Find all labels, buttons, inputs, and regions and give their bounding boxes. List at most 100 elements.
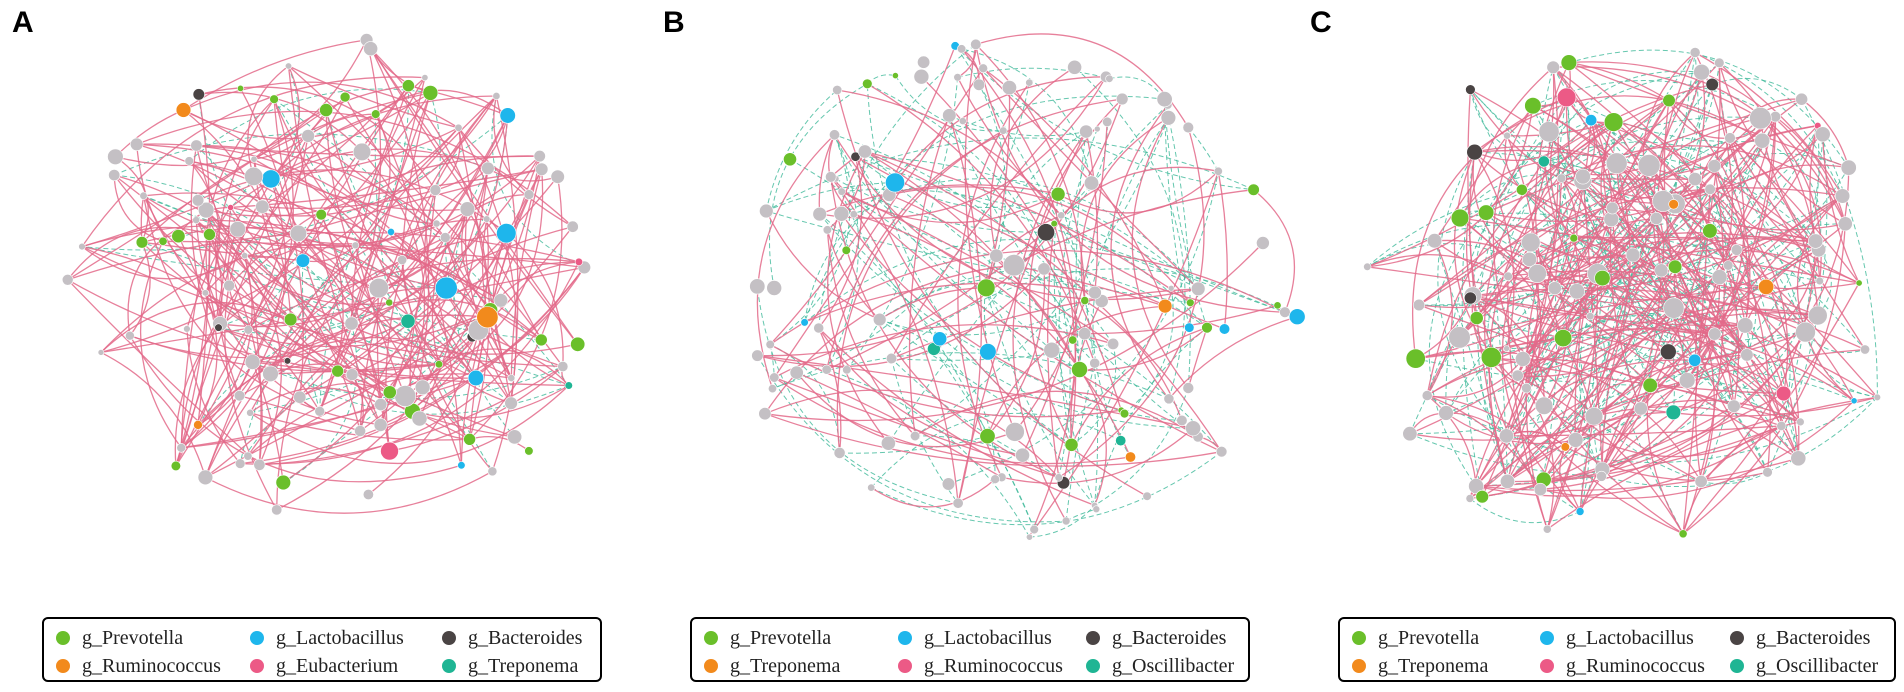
negative-edge xyxy=(1601,396,1878,487)
negative-edge xyxy=(839,435,988,454)
positive-edge xyxy=(769,249,1286,346)
network-node xyxy=(1279,306,1291,318)
positive-edge xyxy=(818,134,836,215)
network-node xyxy=(1642,377,1658,393)
legend-item: g_Prevotella xyxy=(1352,625,1479,651)
network-node xyxy=(1515,351,1531,367)
network-node xyxy=(284,62,292,70)
legend-label: g_Prevotella xyxy=(1378,626,1480,649)
positive-edge xyxy=(355,244,491,311)
positive-edge xyxy=(113,175,164,242)
positive-edge xyxy=(864,150,1081,370)
legend-item: g_Treponema xyxy=(442,653,578,679)
network-node xyxy=(61,273,74,286)
network-node xyxy=(1714,57,1725,69)
positive-edge xyxy=(198,86,436,191)
negative-edge xyxy=(1673,52,1696,205)
legend-label: g_Eubacterium xyxy=(276,654,399,677)
negative-edge xyxy=(772,352,1170,400)
positive-edge xyxy=(249,95,497,414)
network-node xyxy=(833,446,846,459)
network-node xyxy=(422,85,439,101)
network-node xyxy=(990,474,1000,485)
network-node xyxy=(1521,232,1541,253)
positive-edge xyxy=(1574,100,1670,440)
network-node xyxy=(345,368,359,381)
network-node xyxy=(1654,263,1669,278)
positive-edge xyxy=(1084,304,1278,335)
network-node xyxy=(1662,93,1676,108)
positive-edge xyxy=(837,89,1062,216)
network-node xyxy=(1067,59,1082,75)
negative-edge xyxy=(1714,333,1799,459)
negative-edge xyxy=(914,117,1169,437)
network-node xyxy=(534,333,548,347)
network-node xyxy=(319,103,333,117)
negative-edge xyxy=(1124,288,1174,414)
network-node xyxy=(1402,426,1418,442)
network-node xyxy=(492,92,501,101)
positive-edge xyxy=(964,44,1016,433)
positive-edge xyxy=(1602,277,1696,361)
network-node xyxy=(783,152,797,167)
negative-edge xyxy=(114,174,352,324)
positive-edge xyxy=(1001,427,1194,484)
positive-edge xyxy=(1012,131,1087,522)
network-node xyxy=(867,483,876,492)
legend-item: g_Ruminococcus xyxy=(1540,653,1705,679)
positive-edge xyxy=(370,48,579,345)
negative-edge xyxy=(1521,189,1608,512)
positive-edge xyxy=(1765,286,1855,402)
network-node xyxy=(1705,77,1719,92)
network-node xyxy=(1421,390,1433,401)
positive-edge xyxy=(286,85,410,362)
network-node xyxy=(1524,97,1542,115)
negative-edge xyxy=(247,260,304,331)
network-node xyxy=(269,94,279,104)
legend-label: g_Bacteroides xyxy=(468,626,583,649)
network-node xyxy=(198,201,215,219)
network-node xyxy=(1633,401,1648,416)
positive-edge xyxy=(100,301,291,353)
network-node xyxy=(352,142,372,161)
positive-edge xyxy=(1522,277,1603,360)
positive-edge xyxy=(769,343,1122,418)
positive-edge xyxy=(206,127,459,217)
network-node xyxy=(1215,446,1228,458)
positive-edge xyxy=(1470,297,1748,356)
network-node xyxy=(1015,447,1030,463)
negative-edge xyxy=(769,83,868,289)
positive-edge xyxy=(1529,72,1703,261)
network-node xyxy=(493,293,508,308)
network-node xyxy=(1711,269,1728,285)
legend-label: g_Ruminococcus xyxy=(82,654,221,677)
network-node xyxy=(1163,393,1175,405)
positive-edge xyxy=(1085,131,1099,293)
positive-edge xyxy=(1674,266,1715,482)
positive-edge xyxy=(81,76,425,247)
network-node xyxy=(246,408,254,417)
network-node xyxy=(1795,92,1808,106)
network-node xyxy=(1503,271,1513,282)
network-node xyxy=(749,278,766,295)
negative-edge xyxy=(891,358,1023,456)
network-node xyxy=(499,107,516,124)
legend-label: g_Lactobacillus xyxy=(276,626,404,649)
network-node xyxy=(250,155,258,163)
positive-edge xyxy=(288,65,564,367)
positive-edge xyxy=(989,66,1075,256)
network-node xyxy=(1637,154,1661,177)
positive-edge xyxy=(1552,66,1613,220)
network-node xyxy=(1586,312,1595,321)
legend-swatch xyxy=(704,631,718,645)
negative-edge xyxy=(1522,358,1603,470)
legend-item: g_Bacteroides xyxy=(1730,625,1870,651)
negative-edge xyxy=(1575,134,1824,441)
network-node xyxy=(339,91,351,103)
network-node xyxy=(1556,87,1577,108)
negative-edge xyxy=(1575,385,1651,441)
network-node xyxy=(371,109,381,119)
positive-edge xyxy=(1021,121,1108,456)
positive-edge xyxy=(1426,240,1453,396)
negative-edge xyxy=(1367,224,1675,309)
